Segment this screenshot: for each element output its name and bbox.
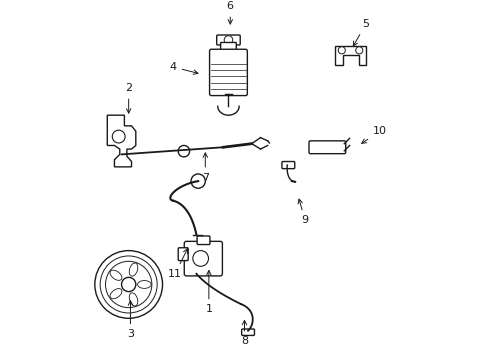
- Ellipse shape: [129, 293, 138, 306]
- Text: 3: 3: [127, 301, 134, 339]
- Text: 7: 7: [202, 153, 208, 183]
- Polygon shape: [335, 46, 365, 65]
- FancyBboxPatch shape: [308, 141, 345, 154]
- FancyBboxPatch shape: [282, 162, 294, 168]
- Ellipse shape: [110, 270, 122, 280]
- Circle shape: [355, 47, 362, 54]
- Circle shape: [191, 174, 205, 188]
- FancyBboxPatch shape: [197, 236, 209, 244]
- FancyBboxPatch shape: [241, 329, 254, 336]
- Text: 5: 5: [353, 19, 368, 46]
- Text: 6: 6: [226, 1, 233, 24]
- Circle shape: [105, 261, 152, 308]
- FancyBboxPatch shape: [216, 35, 240, 45]
- FancyBboxPatch shape: [184, 241, 222, 276]
- Ellipse shape: [137, 280, 151, 288]
- Circle shape: [178, 145, 189, 157]
- Circle shape: [112, 130, 125, 143]
- Circle shape: [100, 256, 157, 313]
- Text: 8: 8: [241, 320, 247, 346]
- Ellipse shape: [129, 263, 138, 276]
- Text: 9: 9: [298, 199, 308, 225]
- Circle shape: [192, 251, 208, 266]
- Text: 10: 10: [361, 126, 386, 143]
- Text: 1: 1: [205, 270, 212, 314]
- Circle shape: [95, 251, 162, 318]
- Text: 2: 2: [125, 84, 132, 113]
- FancyBboxPatch shape: [209, 49, 247, 96]
- Circle shape: [224, 36, 232, 44]
- Circle shape: [122, 277, 136, 292]
- Circle shape: [338, 47, 345, 54]
- FancyBboxPatch shape: [178, 248, 188, 261]
- Polygon shape: [107, 115, 136, 167]
- FancyBboxPatch shape: [220, 42, 236, 52]
- Ellipse shape: [110, 289, 122, 299]
- Text: 11: 11: [168, 249, 187, 279]
- Text: 4: 4: [169, 62, 198, 74]
